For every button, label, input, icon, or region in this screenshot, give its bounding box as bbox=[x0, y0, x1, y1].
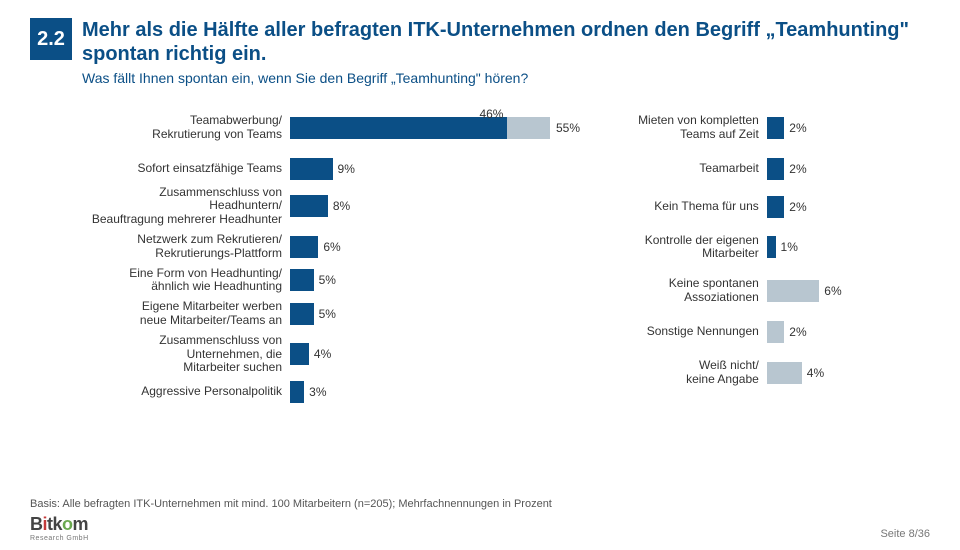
bar-row: Teamarbeit 2% bbox=[595, 158, 920, 180]
bar-row-stacked: Teamabwerbung/Rekrutierung von Teams46%5… bbox=[90, 114, 555, 142]
bar-value: 5% bbox=[319, 307, 336, 321]
bar-label: Keine spontanen Assoziationen bbox=[595, 277, 767, 305]
bar bbox=[767, 196, 785, 218]
bar-value: 4% bbox=[807, 366, 824, 380]
bar-value: 2% bbox=[789, 200, 806, 214]
logo-main: Bitkom bbox=[30, 514, 89, 535]
section-number: 2.2 bbox=[30, 18, 72, 60]
bar-value: 1% bbox=[781, 240, 798, 254]
bar-row: Kein Thema für uns 2% bbox=[595, 196, 920, 218]
bar-track: 2% bbox=[767, 117, 837, 139]
bar-row: Sonstige Nennungen 2% bbox=[595, 321, 920, 343]
bar-value: 4% bbox=[314, 347, 331, 361]
slide: 2.2 Mehr als die Hälfte aller befragten … bbox=[0, 0, 960, 550]
left-chart: Teamabwerbung/Rekrutierung von Teams46%5… bbox=[90, 114, 555, 409]
bar-value: 8% bbox=[333, 199, 350, 213]
bar-track: 5% bbox=[290, 303, 550, 325]
bar-row: Eigene Mitarbeiter werbenneue Mitarbeite… bbox=[90, 300, 555, 328]
bar bbox=[767, 321, 785, 343]
page-number: Seite 8/36 bbox=[880, 528, 930, 540]
bar-row: Eine Form von Headhunting/ähnlich wie He… bbox=[90, 267, 555, 295]
bar bbox=[290, 303, 314, 325]
bar-track: 6% bbox=[767, 280, 837, 302]
bar-segment bbox=[507, 117, 550, 139]
bar-track: 4% bbox=[767, 362, 837, 384]
bar bbox=[290, 158, 333, 180]
bar-row: Kontrolle der eigenen Mitarbeiter 1% bbox=[595, 234, 920, 262]
bar-value: 2% bbox=[789, 162, 806, 176]
bar bbox=[290, 381, 304, 403]
bar-value: 2% bbox=[789, 121, 806, 135]
title-block: Mehr als die Hälfte aller befragten ITK-… bbox=[82, 18, 930, 86]
bar-value: 6% bbox=[323, 240, 340, 254]
logo-sub: Research GmbH bbox=[30, 535, 89, 542]
bar-label: Teamabwerbung/Rekrutierung von Teams bbox=[90, 114, 290, 142]
bar-track: 46%55% bbox=[290, 117, 550, 139]
bar-track: 8% bbox=[290, 195, 550, 217]
subtitle: Was fällt Ihnen spontan ein, wenn Sie de… bbox=[82, 70, 930, 86]
bar-label: Eigene Mitarbeiter werbenneue Mitarbeite… bbox=[90, 300, 290, 328]
logo: Bitkom Research GmbH bbox=[30, 514, 89, 542]
bar-label: Zusammenschluss von Headhuntern/Beauftra… bbox=[90, 186, 290, 227]
bar-label: Mieten von komplettenTeams auf Zeit bbox=[595, 114, 767, 142]
bar-value-total: 55% bbox=[556, 121, 580, 135]
bar-track: 2% bbox=[767, 158, 837, 180]
bar-row: Zusammenschluss von Headhuntern/Beauftra… bbox=[90, 186, 555, 227]
bar-label: Zusammenschluss von Unternehmen, dieMita… bbox=[90, 334, 290, 375]
bar-value: 5% bbox=[319, 273, 336, 287]
bar bbox=[290, 236, 318, 258]
header: 2.2 Mehr als die Hälfte aller befragten … bbox=[30, 18, 930, 86]
bar-label: Kontrolle der eigenen Mitarbeiter bbox=[595, 234, 767, 262]
bar bbox=[767, 362, 802, 384]
bar-row: Netzwerk zum Rekrutieren/Rekrutierungs-P… bbox=[90, 233, 555, 261]
bar-track: 6% bbox=[290, 236, 550, 258]
bar-value: 3% bbox=[309, 385, 326, 399]
bar-value: 9% bbox=[338, 162, 355, 176]
bar-label: Netzwerk zum Rekrutieren/Rekrutierungs-P… bbox=[90, 233, 290, 261]
bar-row: Sofort einsatzfähige Teams 9% bbox=[90, 158, 555, 180]
bar-value: 6% bbox=[824, 284, 841, 298]
bar-segment bbox=[290, 117, 507, 139]
chart-area: Teamabwerbung/Rekrutierung von Teams46%5… bbox=[30, 114, 930, 409]
bar-label: Kein Thema für uns bbox=[595, 200, 767, 214]
bar-row: Weiß nicht/keine Angabe 4% bbox=[595, 359, 920, 387]
bar bbox=[767, 158, 785, 180]
bar-row: Keine spontanen Assoziationen6% bbox=[595, 277, 920, 305]
bar-label: Eine Form von Headhunting/ähnlich wie He… bbox=[90, 267, 290, 295]
page-title: Mehr als die Hälfte aller befragten ITK-… bbox=[82, 18, 930, 66]
bar-row: Mieten von komplettenTeams auf Zeit 2% bbox=[595, 114, 920, 142]
bar-track: 3% bbox=[290, 381, 550, 403]
bar-value: 46% bbox=[479, 107, 503, 121]
bar-value: 2% bbox=[789, 325, 806, 339]
bar-label: Sonstige Nennungen bbox=[595, 325, 767, 339]
right-chart: Mieten von komplettenTeams auf Zeit2%Tea… bbox=[595, 114, 920, 409]
bar-label: Sofort einsatzfähige Teams bbox=[90, 162, 290, 176]
bar-track: 9% bbox=[290, 158, 550, 180]
bar-label: Teamarbeit bbox=[595, 162, 767, 176]
bar bbox=[767, 117, 785, 139]
bar bbox=[290, 343, 309, 365]
bar bbox=[290, 195, 328, 217]
bar-track: 4% bbox=[290, 343, 550, 365]
bar-label: Aggressive Personalpolitik bbox=[90, 385, 290, 399]
bar bbox=[767, 280, 820, 302]
bar-track: 2% bbox=[767, 321, 837, 343]
footer-note: Basis: Alle befragten ITK-Unternehmen mi… bbox=[30, 498, 552, 510]
bar-label: Weiß nicht/keine Angabe bbox=[595, 359, 767, 387]
bar bbox=[290, 269, 314, 291]
bar-track: 5% bbox=[290, 269, 550, 291]
bar-track: 1% bbox=[767, 236, 837, 258]
bar-row: Aggressive Personalpolitik 3% bbox=[90, 381, 555, 403]
bar bbox=[767, 236, 776, 258]
bar-track: 2% bbox=[767, 196, 837, 218]
bar-row: Zusammenschluss von Unternehmen, dieMita… bbox=[90, 334, 555, 375]
